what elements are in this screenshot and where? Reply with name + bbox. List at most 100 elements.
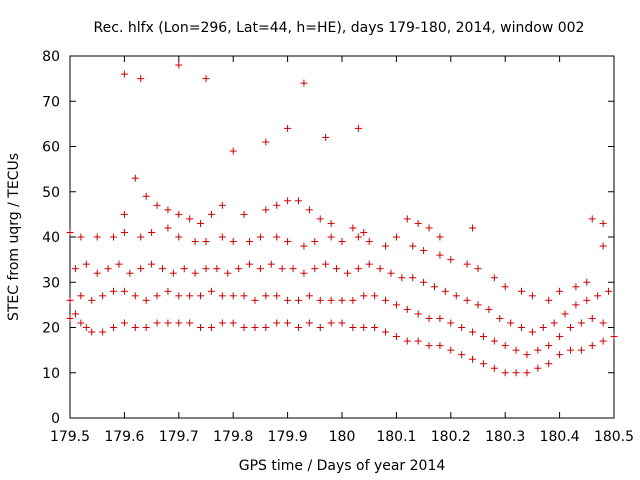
data-point: [365, 260, 373, 268]
data-point: [360, 324, 368, 331]
data-point: [566, 346, 574, 354]
data-point: [273, 319, 281, 327]
data-point: [463, 260, 471, 268]
data-point: [447, 319, 455, 327]
data-point: [545, 360, 553, 368]
data-point: [126, 269, 134, 277]
data-point: [142, 324, 150, 331]
data-point: [441, 287, 449, 295]
data-point: [501, 369, 509, 377]
y-axis-title: STEC from uqrg / TECUs: [6, 153, 22, 321]
data-point: [120, 70, 128, 78]
data-point: [262, 138, 270, 146]
data-point: [137, 233, 145, 241]
data-point: [246, 260, 254, 268]
data-point: [572, 301, 580, 309]
data-point: [474, 265, 482, 273]
y-axis: 0 10 20 30 40 50 60 70 80: [42, 49, 614, 427]
data-point: [305, 206, 313, 214]
x-tick-label: 179.6: [104, 429, 144, 445]
data-point: [267, 260, 275, 268]
data-point: [398, 274, 406, 282]
data-point: [153, 319, 161, 327]
data-point: [164, 287, 172, 295]
data-point: [490, 274, 498, 282]
data-point: [191, 269, 199, 277]
data-point: [99, 292, 107, 300]
data-point: [218, 292, 226, 300]
data-point: [447, 346, 455, 354]
plot-frame: [69, 55, 615, 419]
data-point: [229, 319, 237, 327]
data-point: [202, 238, 210, 246]
x-tick-label: 180.4: [540, 429, 580, 445]
data-point: [197, 219, 205, 227]
data-point: [66, 296, 74, 304]
data-point: [273, 292, 281, 300]
data-point: [599, 319, 607, 327]
data-point: [229, 292, 237, 300]
data-point: [371, 292, 379, 300]
data-point: [120, 210, 128, 218]
data-point: [420, 247, 428, 255]
data-point: [479, 333, 487, 341]
data-point: [474, 301, 482, 309]
data-point: [577, 346, 585, 354]
data-point: [572, 283, 580, 291]
data-point: [425, 314, 433, 322]
data-point: [131, 174, 139, 182]
data-point: [229, 238, 237, 246]
data-point: [311, 265, 319, 273]
data-point: [414, 310, 422, 318]
data-point: [349, 324, 357, 331]
y-tick-label: 80: [42, 49, 60, 65]
data-point: [66, 314, 74, 322]
data-point: [599, 242, 607, 250]
data-point: [186, 215, 194, 223]
data-point: [186, 292, 194, 300]
data-point: [316, 324, 324, 331]
data-point: [507, 319, 515, 327]
data-point: [77, 292, 85, 300]
data-point: [115, 260, 123, 268]
data-point: [66, 228, 74, 236]
data-point: [71, 310, 79, 318]
data-point: [284, 124, 292, 132]
data-point: [175, 292, 183, 300]
data-point: [577, 319, 585, 327]
data-point: [360, 228, 368, 236]
data-point: [599, 337, 607, 345]
data-point: [294, 296, 302, 304]
data-point: [539, 324, 547, 331]
data-point: [610, 333, 618, 341]
data-point: [414, 219, 422, 227]
data-point: [120, 287, 128, 295]
data-point: [207, 324, 215, 331]
data-point: [588, 314, 596, 322]
data-point: [382, 242, 390, 250]
data-point: [71, 265, 79, 273]
data-point: [501, 342, 509, 350]
data-point: [294, 197, 302, 205]
data-point: [512, 346, 520, 354]
data-point: [197, 324, 205, 331]
data-point: [110, 287, 118, 295]
data-point: [262, 206, 270, 214]
data-point: [284, 296, 292, 304]
data-point: [556, 287, 564, 295]
data-point: [240, 210, 248, 218]
data-point: [550, 319, 558, 327]
data-point: [588, 215, 596, 223]
data-point: [273, 233, 281, 241]
data-point: [469, 328, 477, 336]
data-point: [371, 324, 379, 331]
data-point: [414, 337, 422, 345]
data-point: [523, 351, 531, 359]
x-tick-label: 180.3: [485, 429, 525, 445]
data-point: [518, 287, 526, 295]
data-point: [322, 260, 330, 268]
data-point: [349, 224, 357, 232]
data-point: [518, 324, 526, 331]
data-point: [300, 79, 308, 87]
